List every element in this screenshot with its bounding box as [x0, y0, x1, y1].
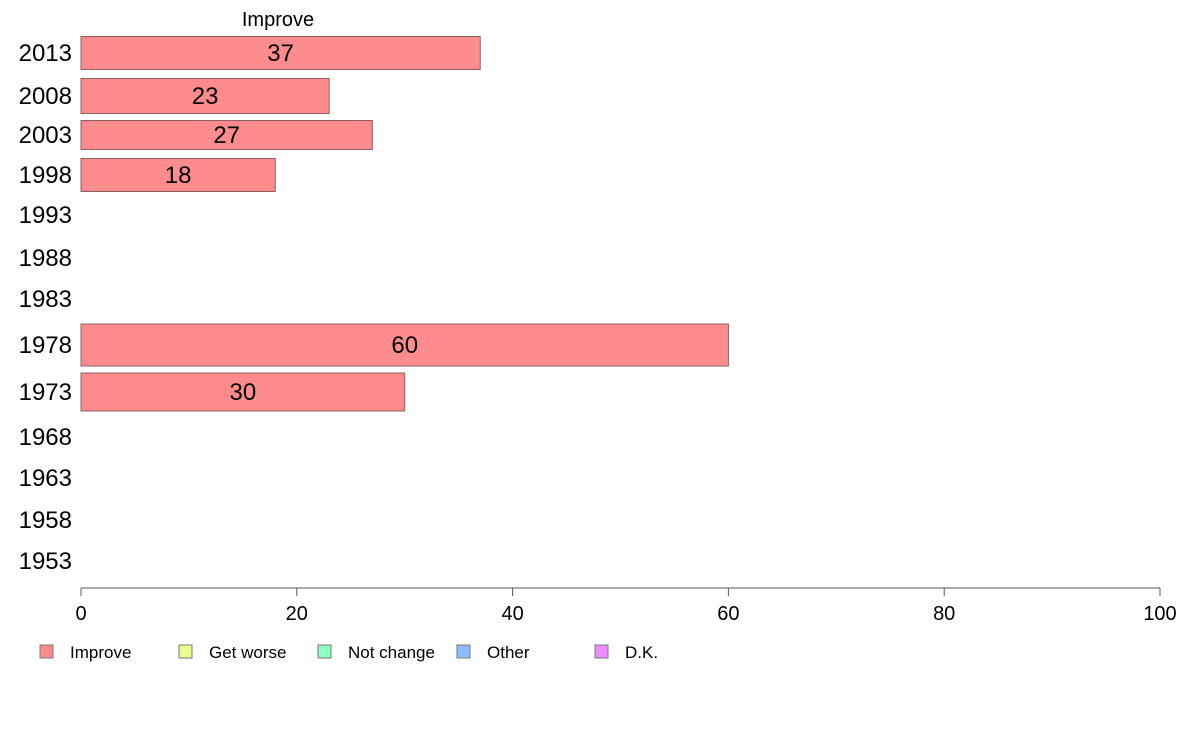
chart-rows: 2013 37 2008 23 2003 27 1998 18 1993 1988 1983 1978… [19, 36, 729, 575]
bar [80, 158, 276, 192]
x-tick-label: 100 [1143, 603, 1176, 625]
legend-swatch [317, 644, 332, 659]
x-tick-label: 60 [717, 603, 739, 625]
legend-swatch [178, 644, 193, 659]
year-label: 1953 [19, 548, 72, 575]
year-label: 1983 [19, 286, 72, 313]
year-label: 1968 [19, 424, 72, 451]
bar [80, 323, 729, 367]
bar-value-label: 60 [391, 332, 418, 359]
bar [80, 36, 481, 70]
year-label: 2008 [19, 83, 72, 110]
legend: Improve Get worse Not change Other D.K. [39, 643, 658, 662]
bar-value-label: 27 [213, 122, 240, 149]
year-label: 1993 [19, 202, 72, 229]
bar [80, 120, 373, 150]
year-label: 2013 [19, 40, 72, 67]
legend-label: Get worse [209, 643, 286, 662]
bar [80, 372, 406, 412]
legend-label: D.K. [625, 643, 658, 662]
legend-swatch [456, 644, 471, 659]
bar-value-label: 37 [267, 40, 294, 67]
series-header: Improve [242, 9, 314, 31]
x-axis: 0 20 40 60 80 100 [75, 587, 1177, 625]
bar-value-label: 30 [229, 379, 256, 406]
year-label: 2003 [19, 122, 72, 149]
bar [80, 78, 330, 114]
bar-value-label: 18 [165, 162, 192, 189]
year-label: 1973 [19, 379, 72, 406]
x-tick-label: 0 [75, 603, 86, 625]
year-label: 1998 [19, 162, 72, 189]
legend-label: Improve [70, 643, 131, 662]
year-label: 1963 [19, 465, 72, 492]
legend-label: Other [487, 643, 530, 662]
legend-swatch [594, 644, 609, 659]
x-tick-label: 80 [933, 603, 955, 625]
legend-swatch [39, 644, 54, 659]
x-tick-label: 40 [501, 603, 523, 625]
year-label: 1958 [19, 507, 72, 534]
x-tick-label: 20 [286, 603, 308, 625]
year-label: 1988 [19, 245, 72, 272]
legend-label: Not change [348, 643, 435, 662]
year-label: 1978 [19, 332, 72, 359]
bar-value-label: 23 [192, 83, 219, 110]
